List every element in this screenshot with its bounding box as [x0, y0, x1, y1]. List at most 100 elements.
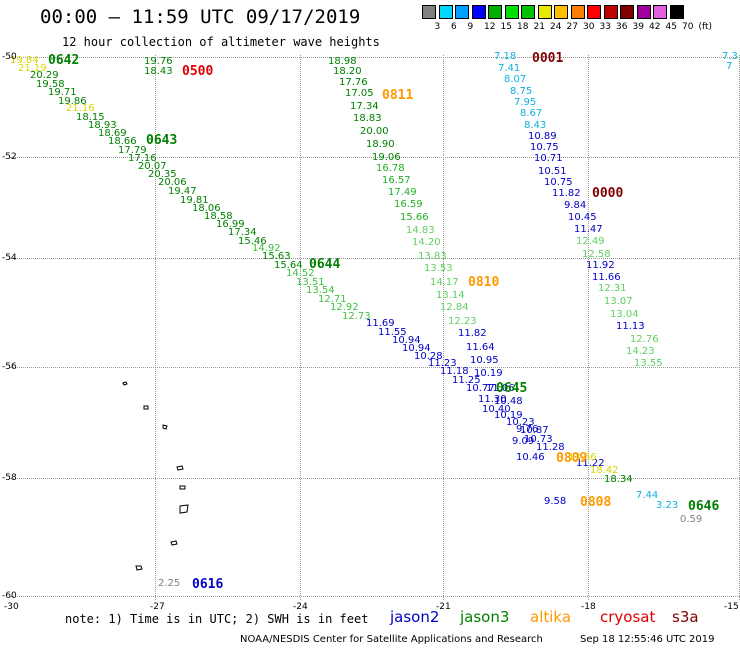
wave-height-value: 7.18: [494, 51, 517, 62]
wave-height-value: 21.16: [66, 103, 95, 114]
grid-line-lat: [10, 157, 740, 158]
wave-height-value: 11.92: [586, 260, 615, 271]
wave-height-value: 12.73: [342, 311, 371, 322]
legend-label: 70: [682, 22, 694, 32]
pass-time-label: 0646: [688, 499, 720, 514]
legend-label: 18: [517, 22, 529, 32]
credit-line: NOAA/NESDIS Center for Satellite Applica…: [240, 634, 543, 645]
grid-line-lat: [10, 596, 740, 597]
lon-label: -21: [436, 602, 451, 612]
wave-height-value: 11.30: [478, 394, 507, 405]
satellite-label-altika: altika: [530, 608, 572, 626]
legend-swatch: [471, 5, 486, 19]
wave-height-value: 7.95: [514, 97, 537, 108]
wave-height-value: 19.71: [48, 87, 77, 98]
wave-height-value: 10.73: [524, 434, 553, 445]
legend-label: 3: [434, 22, 441, 32]
legend-swatch: [653, 5, 667, 19]
satellite-label-jason3: jason3: [460, 608, 510, 626]
wave-height-value: 9.76: [516, 424, 539, 435]
lat-label: -56: [2, 362, 17, 372]
legend-label: 30: [583, 22, 595, 32]
wave-height-value: 14.23: [626, 346, 655, 357]
wave-height-value: 18.42: [590, 465, 619, 476]
wave-height-value: 8.67: [520, 108, 543, 119]
wave-height-value: 18.34: [604, 474, 633, 485]
wave-height-value: 13.55: [634, 358, 663, 369]
wave-height-value: 15.66: [400, 212, 429, 223]
wave-height-value: 13.66: [568, 452, 597, 463]
wave-height-value: 14.83: [406, 225, 435, 236]
wave-height-value: 18.90: [366, 139, 395, 150]
wave-height-value: 19.76: [144, 56, 173, 67]
wave-height-value: 7.44: [636, 490, 659, 501]
wave-height-value: 18.83: [353, 113, 382, 124]
wave-height-value: 8.07: [504, 74, 527, 85]
wave-height-value: 11.47: [574, 224, 603, 235]
lon-label: -27: [150, 602, 165, 612]
legend-swatch: [438, 5, 453, 19]
legend-swatch: [570, 5, 585, 19]
grid-line-lat: [10, 367, 740, 368]
wave-height-value: 10.75: [530, 142, 559, 153]
wave-height-value: 13.51: [296, 277, 325, 288]
wave-height-value: 9.09: [512, 436, 535, 447]
wave-height-value: 19.81: [180, 195, 209, 206]
wave-height-value: 10.40: [482, 404, 511, 415]
wave-height-value: 12.76: [630, 334, 659, 345]
satellite-label-jason2: jason2: [390, 608, 440, 626]
wave-height-value: 15.46: [238, 236, 267, 247]
wave-height-value: 10.75: [544, 177, 573, 188]
wave-height-value: 16.57: [382, 175, 411, 186]
legend-swatch: [636, 5, 651, 19]
lat-label: -50: [2, 52, 17, 62]
pass-time-label: 0001: [532, 51, 564, 66]
wave-height-value: 12.58: [582, 249, 611, 260]
wave-height-value: 18.58: [204, 211, 233, 222]
wave-height-value: 10.46: [516, 452, 545, 463]
wave-height-value: 18.93: [88, 120, 117, 131]
pass-time-label: 0643: [146, 133, 178, 148]
legend-label: 21: [533, 22, 545, 32]
legend-swatch: [521, 5, 535, 19]
wave-height-value: 12.23: [448, 316, 477, 327]
pass-time-label: 0811: [382, 88, 414, 103]
wave-height-value: 11.28: [536, 442, 565, 453]
wave-height-value: 11.82: [458, 328, 487, 339]
wave-height-value: 16.59: [394, 199, 423, 210]
wave-height-value: 12.49: [576, 236, 605, 247]
wave-height-value: 0.59: [680, 514, 703, 525]
wave-height-value: 11.64: [466, 342, 495, 353]
wave-height-value: 12.84: [440, 302, 469, 313]
wave-height-value: 17.34: [350, 101, 379, 112]
wave-height-value: 12.31: [598, 283, 627, 294]
legend-swatch: [669, 5, 684, 19]
wave-height-value: 10.51: [538, 166, 567, 177]
wave-height-value: 11.23: [428, 358, 457, 369]
lon-label: -15: [724, 602, 739, 612]
legend-swatch: [554, 5, 568, 19]
wave-height-value: 13.04: [610, 309, 639, 320]
wave-height-value: 13.54: [306, 285, 335, 296]
wave-height-value: 10.77: [466, 383, 495, 394]
legend-label: 42: [649, 22, 661, 32]
legend-swatch: [537, 5, 552, 19]
wave-height-value: 19.47: [168, 186, 197, 197]
wave-height-value: 3.23: [656, 500, 679, 511]
wave-height-value: 20.06: [158, 177, 187, 188]
grid-line-lat: [10, 57, 740, 58]
legend-label: 36: [616, 22, 628, 32]
pass-time-label: 0616: [192, 577, 224, 592]
wave-height-value: 16.99: [216, 219, 245, 230]
wave-height-value: 7: [726, 61, 733, 72]
wave-height-value: 14.92: [252, 243, 281, 254]
grid-line-lat: [10, 478, 740, 479]
wave-height-value: 8.43: [524, 120, 547, 131]
wave-height-value: 14.20: [412, 237, 441, 248]
pass-time-label: 0810: [468, 275, 500, 290]
wave-height-value: 10.94: [402, 343, 431, 354]
wave-height-value: 18.43: [144, 66, 173, 77]
legend-label: 27: [566, 22, 578, 32]
lon-label: -30: [4, 602, 19, 612]
wave-height-value: 20.29: [30, 70, 59, 81]
